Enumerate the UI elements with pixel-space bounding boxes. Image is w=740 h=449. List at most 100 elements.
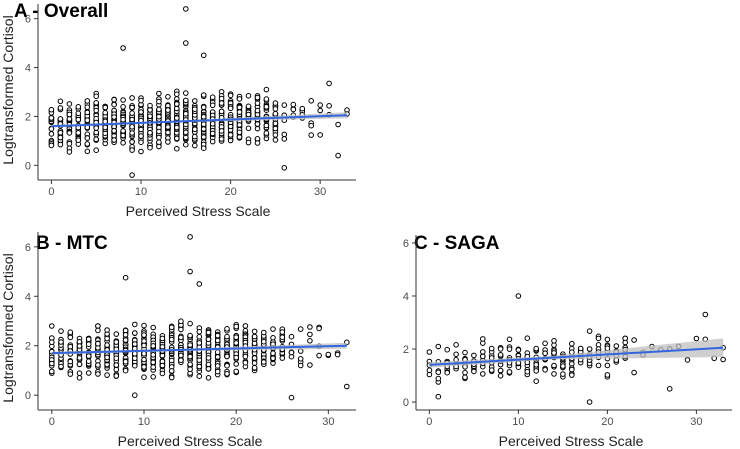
- data-point-overall: [84, 148, 91, 155]
- data-point-mtc: [196, 373, 203, 380]
- data-point-mtc: [104, 342, 110, 348]
- data-point-mtc: [104, 335, 110, 342]
- data-point-overall: [156, 90, 162, 97]
- data-point-overall: [272, 120, 279, 127]
- data-point-saga: [480, 371, 486, 377]
- data-point-overall: [66, 111, 73, 118]
- data-point-overall: [236, 104, 243, 111]
- data-point-mtc: [307, 338, 313, 344]
- data-point-overall: [281, 131, 288, 138]
- x-tick-label-saga: 30: [690, 416, 702, 428]
- data-point-mtc: [85, 358, 92, 365]
- data-point-overall: [209, 121, 216, 127]
- data-point-mtc: [205, 355, 212, 361]
- data-point-saga: [551, 371, 557, 377]
- data-point-mtc: [113, 366, 120, 373]
- data-point-mtc: [214, 368, 221, 375]
- data-point-overall: [227, 132, 234, 138]
- data-point-mtc: [270, 355, 276, 362]
- data-point-saga: [453, 351, 459, 358]
- panel-title-saga: C - SAGA: [414, 233, 500, 254]
- data-point-overall: [138, 126, 144, 133]
- data-point-mtc: [141, 364, 147, 370]
- data-point-mtc: [150, 374, 156, 380]
- data-point-mtc: [261, 359, 267, 365]
- data-point-mtc: [233, 368, 239, 375]
- data-point-mtc: [297, 348, 304, 354]
- data-point-mtc: [76, 361, 83, 368]
- data-point-overall: [263, 96, 270, 102]
- data-point-saga: [462, 369, 468, 376]
- data-point-overall: [245, 139, 252, 146]
- data-point-mtc: [132, 392, 138, 399]
- data-point-saga: [444, 369, 451, 376]
- data-point-mtc: [205, 366, 212, 372]
- data-point-overall: [236, 134, 243, 140]
- data-point-mtc: [168, 324, 175, 331]
- data-point-saga: [569, 372, 575, 378]
- data-point-overall: [102, 109, 108, 116]
- data-point-overall: [272, 137, 279, 143]
- data-point-overall: [183, 6, 189, 12]
- data-point-mtc: [307, 362, 313, 368]
- data-point-saga: [542, 367, 548, 373]
- data-point-overall: [111, 128, 117, 134]
- data-point-mtc: [288, 349, 295, 356]
- data-point-saga: [480, 336, 486, 342]
- data-point-overall: [272, 132, 279, 138]
- data-point-mtc: [279, 355, 286, 361]
- data-point-mtc: [95, 371, 101, 377]
- data-point-mtc: [122, 358, 129, 365]
- data-point-overall: [156, 113, 162, 120]
- x-tick-label-saga: 0: [426, 416, 432, 428]
- data-point-overall: [165, 107, 171, 113]
- data-point-mtc: [224, 362, 230, 369]
- data-point-saga: [569, 366, 575, 373]
- data-point-saga: [426, 349, 433, 355]
- data-point-saga: [693, 335, 700, 342]
- data-point-saga: [426, 367, 433, 374]
- data-point-overall: [75, 104, 82, 110]
- data-point-overall: [209, 94, 216, 100]
- data-point-overall: [281, 165, 288, 171]
- data-point-overall: [84, 141, 91, 147]
- x-tick-label-mtc: 0: [49, 416, 55, 428]
- data-point-overall: [129, 110, 135, 116]
- data-point-mtc: [214, 363, 221, 369]
- data-point-overall: [138, 133, 144, 139]
- data-point-overall: [129, 172, 135, 178]
- data-point-mtc: [49, 368, 55, 375]
- data-point-saga: [551, 338, 557, 344]
- data-point-mtc: [242, 359, 249, 366]
- data-point-overall: [174, 101, 180, 107]
- data-point-overall: [200, 104, 207, 111]
- data-point-overall: [272, 106, 279, 112]
- data-point-mtc: [196, 363, 203, 370]
- y-axis-title-overall: Logtransformed Cortisol: [0, 15, 16, 164]
- data-point-overall: [236, 122, 243, 128]
- data-point-overall: [75, 110, 82, 117]
- data-point-overall: [317, 132, 324, 138]
- data-point-mtc: [132, 355, 138, 362]
- y-tick-label-saga: 2: [403, 344, 409, 356]
- regression-line-saga: [429, 346, 724, 366]
- data-point-saga: [560, 371, 566, 377]
- data-point-overall: [102, 124, 108, 131]
- data-point-mtc: [297, 356, 304, 362]
- data-point-overall: [174, 135, 180, 142]
- x-tick-label-mtc: 30: [322, 416, 334, 428]
- data-point-saga: [497, 373, 504, 379]
- data-point-mtc: [196, 340, 203, 346]
- data-point-overall: [111, 96, 117, 103]
- y-tick-label-mtc: 4: [25, 291, 31, 303]
- data-point-saga: [551, 350, 557, 356]
- data-point-mtc: [178, 326, 184, 333]
- data-point-mtc: [178, 357, 184, 364]
- data-point-mtc: [251, 364, 258, 371]
- data-point-overall: [156, 128, 162, 135]
- data-point-overall: [66, 140, 73, 147]
- data-point-mtc: [141, 322, 147, 329]
- x-axis-title-saga: Perceived Stress Scale: [499, 433, 644, 449]
- data-point-mtc: [233, 334, 239, 341]
- y-tick-label-saga: 6: [403, 238, 409, 250]
